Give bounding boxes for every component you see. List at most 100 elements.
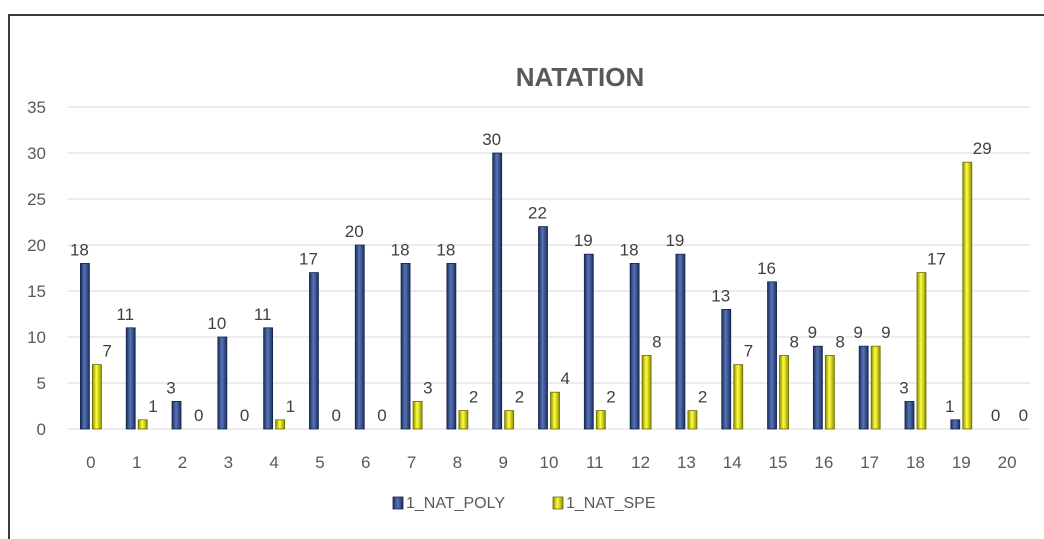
data-label-1_NAT_POLY-19: 1	[945, 397, 954, 416]
bar-1_NAT_POLY-3	[218, 337, 227, 429]
x-tick-label: 16	[814, 453, 833, 472]
x-tick-label: 3	[224, 453, 233, 472]
bar-1_NAT_SPE-16	[825, 355, 834, 429]
x-tick-label: 17	[860, 453, 879, 472]
bar-1_NAT_SPE-19	[963, 162, 972, 429]
x-axis-ticks: 0 1 2 3 4 5 6 7 8 9 10 11 12 13 14 15 16 17 18 19 20	[86, 453, 1016, 472]
data-label-1_NAT_SPE-5: 0	[331, 406, 340, 425]
x-tick-label: 10	[540, 453, 559, 472]
bar-1_NAT_POLY-19	[951, 420, 960, 429]
data-label-1_NAT_SPE-3: 0	[240, 406, 249, 425]
x-tick-label: 6	[361, 453, 370, 472]
x-tick-label: 20	[998, 453, 1017, 472]
x-tick-label: 7	[407, 453, 416, 472]
x-tick-label: 19	[952, 453, 971, 472]
data-label-1_NAT_SPE-12: 8	[652, 332, 661, 351]
y-tick-label: 5	[37, 374, 46, 393]
bar-1_NAT_SPE-17	[871, 346, 880, 429]
data-label-1_NAT_POLY-5: 17	[299, 250, 318, 269]
data-label-1_NAT_POLY-15: 16	[757, 259, 776, 278]
data-label-1_NAT_POLY-12: 18	[620, 240, 639, 259]
data-label-1_NAT_POLY-7: 18	[391, 240, 410, 259]
data-label-1_NAT_SPE-15: 8	[790, 332, 799, 351]
bar-1_NAT_POLY-5	[309, 273, 318, 429]
x-tick-label: 5	[315, 453, 324, 472]
data-label-1_NAT_SPE-8: 2	[469, 388, 478, 407]
y-axis-ticks: 05101520253035	[27, 98, 46, 439]
data-label-1_NAT_SPE-9: 2	[515, 388, 524, 407]
bar-1_NAT_POLY-13	[676, 254, 685, 429]
data-label-1_NAT_POLY-8: 18	[436, 240, 455, 259]
data-label-1_NAT_POLY-9: 30	[482, 130, 501, 149]
bar-1_NAT_SPE-18	[917, 273, 926, 429]
data-label-1_NAT_POLY-11: 19	[574, 231, 593, 250]
x-tick-label: 2	[178, 453, 187, 472]
x-tick-label: 12	[631, 453, 650, 472]
data-label-1_NAT_SPE-10: 4	[561, 369, 570, 388]
data-label-1_NAT_SPE-6: 0	[377, 406, 386, 425]
data-label-1_NAT_SPE-0: 7	[102, 342, 111, 361]
bar-1_NAT_SPE-9	[505, 411, 514, 429]
x-tick-label: 8	[453, 453, 462, 472]
data-label-1_NAT_SPE-20: 0	[1019, 406, 1028, 425]
bar-1_NAT_POLY-17	[859, 346, 868, 429]
x-tick-label: 0	[86, 453, 95, 472]
data-label-1_NAT_POLY-20: 0	[991, 406, 1000, 425]
data-label-1_NAT_SPE-2: 0	[194, 406, 203, 425]
y-tick-label: 30	[27, 144, 46, 163]
bar-1_NAT_POLY-18	[905, 401, 914, 429]
bar-1_NAT_SPE-12	[642, 355, 651, 429]
y-tick-label: 25	[27, 190, 46, 209]
data-label-1_NAT_POLY-0: 18	[70, 240, 89, 259]
data-label-1_NAT_SPE-14: 7	[744, 342, 753, 361]
bar-1_NAT_SPE-11	[596, 411, 605, 429]
x-tick-label: 14	[723, 453, 742, 472]
data-label-1_NAT_POLY-3: 10	[207, 314, 226, 333]
x-tick-label: 18	[906, 453, 925, 472]
bar-1_NAT_POLY-8	[447, 263, 456, 429]
data-label-1_NAT_POLY-14: 13	[711, 286, 730, 305]
bar-1_NAT_SPE-4	[276, 420, 285, 429]
y-tick-label: 35	[27, 98, 46, 117]
y-tick-label: 15	[27, 282, 46, 301]
data-labels: 1871113010011117020018318230222419218819…	[70, 130, 1028, 425]
bar-1_NAT_POLY-16	[813, 346, 822, 429]
bar-1_NAT_SPE-8	[459, 411, 468, 429]
data-label-1_NAT_POLY-6: 20	[345, 222, 364, 241]
bar-1_NAT_POLY-10	[539, 227, 548, 429]
x-tick-label: 1	[132, 453, 141, 472]
bar-1_NAT_POLY-14	[722, 309, 731, 429]
x-tick-label: 4	[269, 453, 278, 472]
gridlines	[68, 107, 1030, 429]
data-label-1_NAT_SPE-13: 2	[698, 388, 707, 407]
y-tick-label: 10	[27, 328, 46, 347]
data-label-1_NAT_POLY-2: 3	[166, 378, 175, 397]
data-label-1_NAT_SPE-4: 1	[286, 397, 295, 416]
y-tick-label: 20	[27, 236, 46, 255]
data-label-1_NAT_SPE-16: 8	[835, 332, 844, 351]
bar-1_NAT_SPE-7	[413, 401, 422, 429]
bar-1_NAT_SPE-10	[551, 392, 560, 429]
data-label-1_NAT_SPE-18: 17	[927, 250, 946, 269]
legend-label-1_NAT_SPE: 1_NAT_SPE	[566, 495, 656, 512]
x-tick-label: 11	[586, 453, 604, 472]
bar-1_NAT_POLY-1	[126, 328, 135, 429]
chart-title: NATATION	[516, 62, 645, 92]
data-label-1_NAT_SPE-19: 29	[973, 139, 992, 158]
data-label-1_NAT_POLY-16: 9	[808, 323, 817, 342]
data-label-1_NAT_POLY-4: 11	[254, 305, 272, 324]
data-label-1_NAT_SPE-7: 3	[423, 378, 432, 397]
bar-1_NAT_POLY-11	[584, 254, 593, 429]
data-label-1_NAT_POLY-1: 11	[116, 305, 134, 324]
bar-1_NAT_SPE-13	[688, 411, 697, 429]
legend-swatch-1_NAT_POLY	[393, 497, 403, 509]
x-tick-label: 13	[677, 453, 696, 472]
bar-1_NAT_SPE-14	[734, 365, 743, 429]
bar-1_NAT_SPE-0	[92, 365, 101, 429]
data-label-1_NAT_SPE-1: 1	[148, 397, 157, 416]
bar-1_NAT_POLY-7	[401, 263, 410, 429]
data-label-1_NAT_SPE-11: 2	[606, 388, 615, 407]
bar-1_NAT_SPE-15	[780, 355, 789, 429]
bar-1_NAT_POLY-12	[630, 263, 639, 429]
